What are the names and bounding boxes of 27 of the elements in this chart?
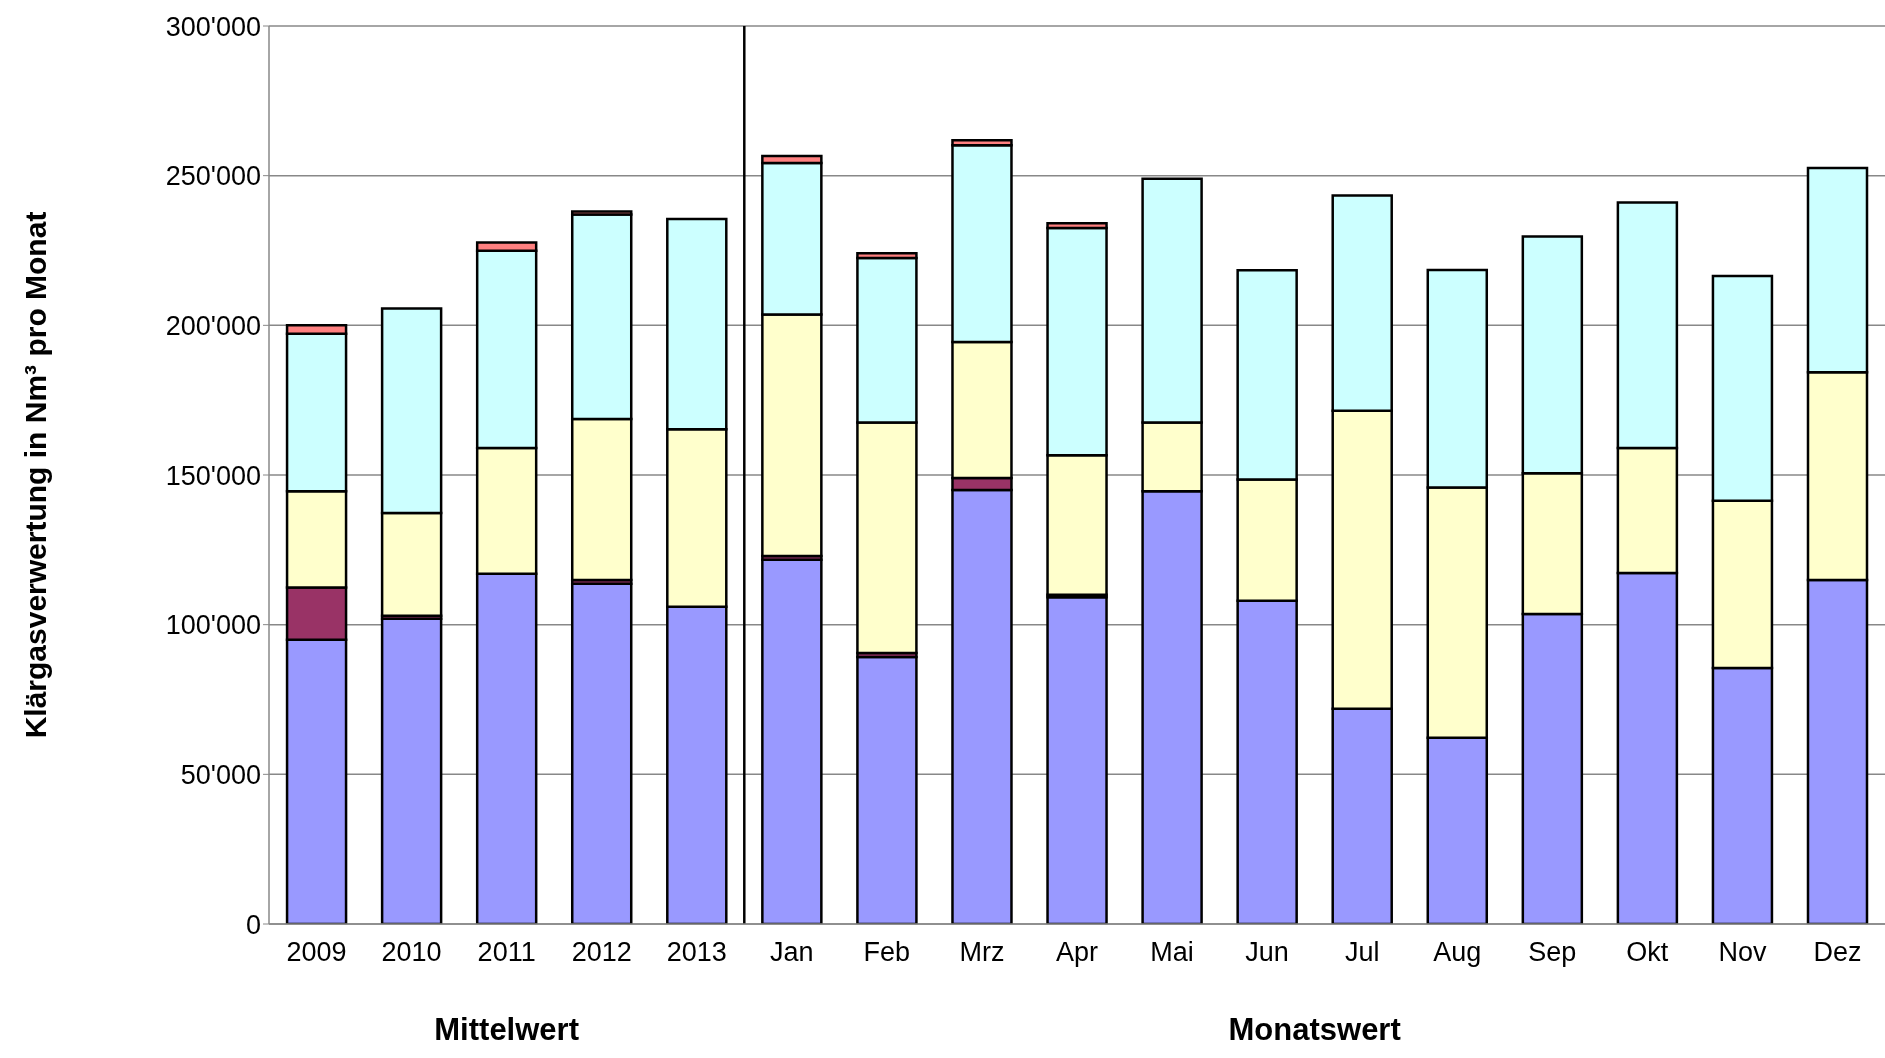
x-tick-label: Dez: [1813, 937, 1862, 968]
x-tick-label: Jan: [770, 937, 814, 968]
x-tick-label: Okt: [1626, 937, 1669, 968]
text: Monatswert: [1228, 1012, 1401, 1047]
x-tick-label: Jul: [1344, 937, 1380, 968]
x-tick-label: 2012: [571, 937, 632, 968]
x-tick-label: Nov: [1718, 937, 1767, 968]
x-tick-label: Mrz: [959, 937, 1005, 968]
y-tick-label: 50'000: [180, 759, 261, 790]
y-tick-label: 100'000: [165, 610, 261, 641]
x-tick-label: 2010: [381, 937, 442, 968]
x-tick-label: 2013: [666, 937, 727, 968]
y-axis-title: Klärgasverwertung in Nm³ pro Monat: [18, 211, 52, 739]
x-tick-label: Jun: [1245, 937, 1289, 968]
x-tick-label: 2009: [286, 937, 347, 968]
y-tick-label: 0: [245, 909, 261, 940]
y-tick-label: 300'000: [165, 11, 261, 42]
x-tick-label: Mai: [1150, 937, 1194, 968]
x-tick-label: Aug: [1433, 937, 1482, 968]
y-tick-label: 250'000: [165, 161, 261, 192]
text: Mittelwert: [434, 1012, 579, 1047]
x-tick-label: Feb: [863, 937, 911, 968]
x-tick-label: Apr: [1055, 937, 1099, 968]
x-tick-label: 2011: [477, 937, 536, 968]
y-tick-label: 150'000: [165, 460, 261, 491]
y-tick-label: 200'000: [165, 310, 261, 341]
x-tick-label: Sep: [1528, 937, 1577, 968]
